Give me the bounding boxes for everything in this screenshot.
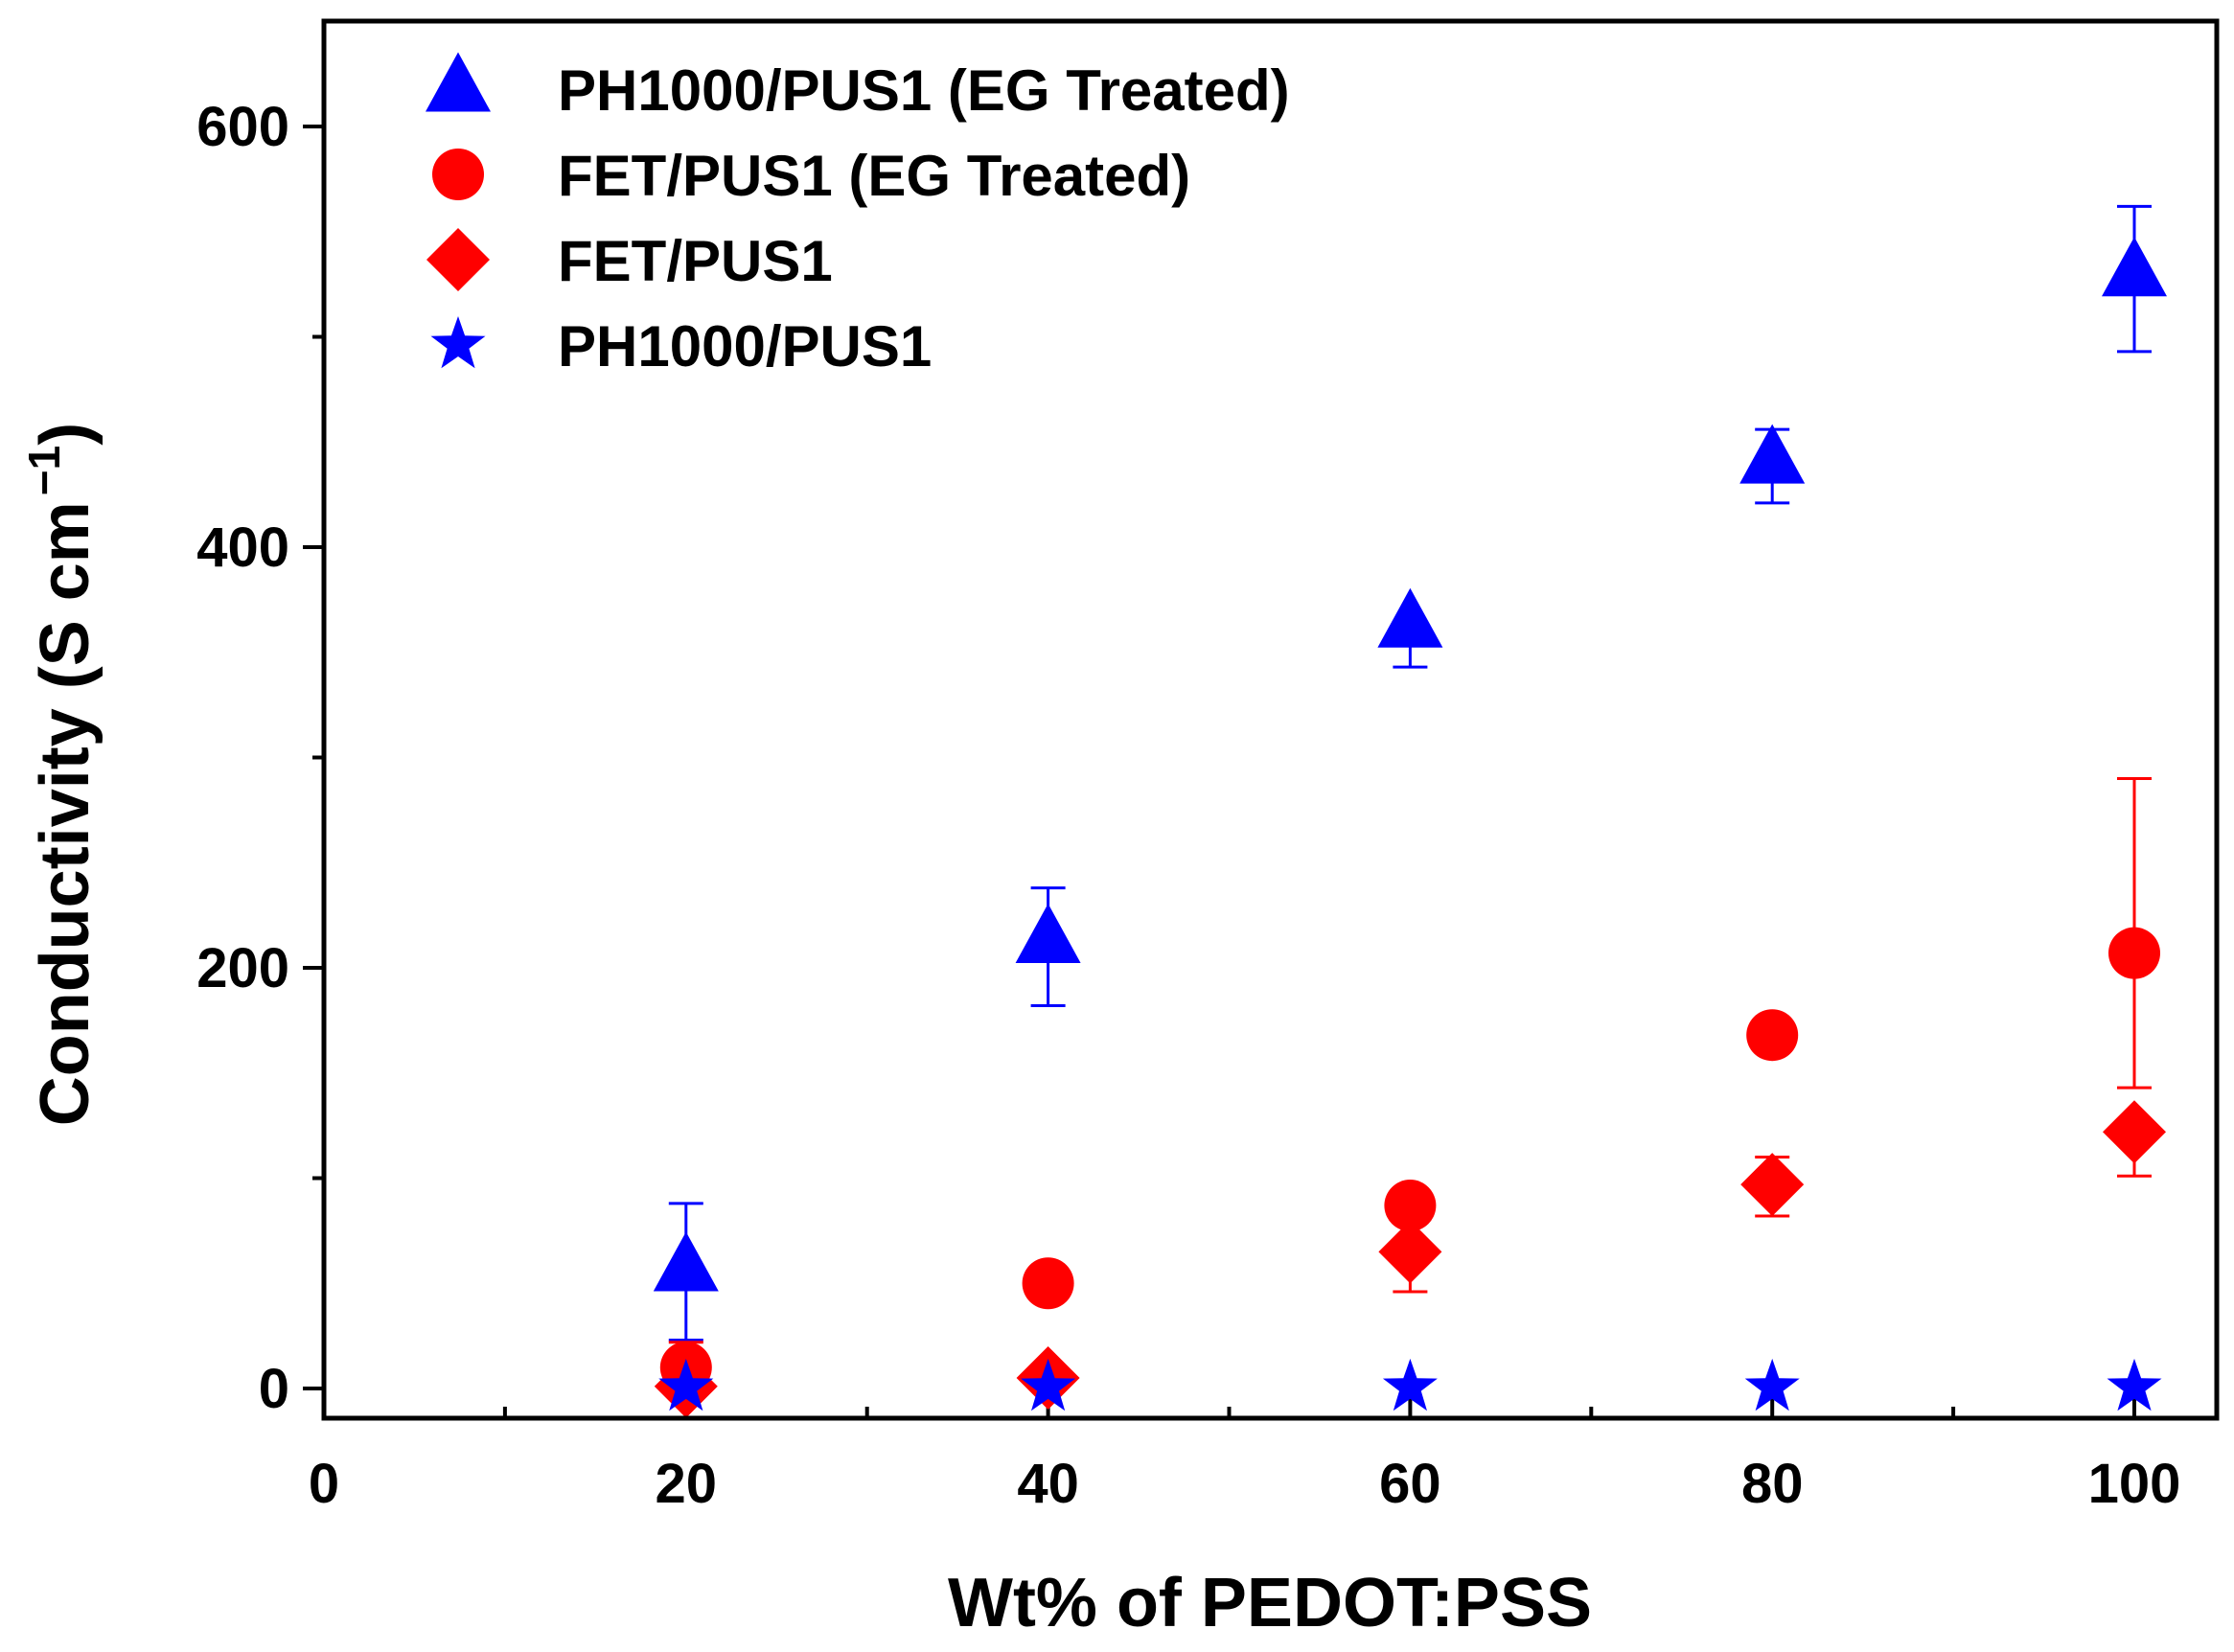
legend: PH1000/PUS1 (EG Treated) FET/PUS1 (EG Tre… bbox=[426, 52, 1290, 379]
tick-labels: 0 20 40 60 80 100 0 200 400 600 bbox=[196, 96, 2180, 1515]
y-tick-label: 400 bbox=[196, 516, 289, 579]
point-ph1000-pus1-eg-treated bbox=[2102, 237, 2167, 297]
point-fet-pus1-eg-treated bbox=[2108, 927, 2160, 979]
minor-ticks bbox=[312, 334, 1956, 1418]
legend-marker-ph1000-pus1-eg-treated bbox=[426, 52, 491, 112]
point-fet-pus1 bbox=[2103, 1100, 2166, 1164]
point-fet-pus1 bbox=[1378, 1220, 1442, 1284]
x-tick-label: 80 bbox=[1741, 1453, 1804, 1515]
y-tick-label: 600 bbox=[196, 96, 289, 158]
legend-marker-fet-pus1-eg-treated bbox=[432, 149, 484, 200]
point-ph1000-pus1 bbox=[2107, 1358, 2162, 1411]
legend-label-ph1000-pus1-eg-treated: PH1000/PUS1 (EG Treated) bbox=[558, 58, 1290, 123]
point-fet-pus1-eg-treated bbox=[1384, 1180, 1437, 1232]
y-axis-title-superscript: −1 bbox=[19, 446, 69, 495]
point-ph1000-pus1 bbox=[658, 1358, 714, 1411]
x-tick-label: 20 bbox=[656, 1453, 718, 1515]
plot-frame bbox=[321, 18, 2220, 1421]
x-tick-label: 60 bbox=[1379, 1453, 1441, 1515]
legend-marker-ph1000-pus1 bbox=[430, 316, 486, 369]
y-tick-label: 200 bbox=[196, 937, 289, 999]
legend-label-fet-pus1: FET/PUS1 bbox=[558, 229, 833, 293]
x-tick-label: 100 bbox=[2088, 1453, 2181, 1515]
legend-marker-fet-pus1 bbox=[426, 228, 490, 291]
point-ph1000-pus1-eg-treated bbox=[1015, 904, 1081, 964]
point-ph1000-pus1 bbox=[1744, 1358, 1800, 1411]
point-ph1000-pus1 bbox=[1021, 1358, 1076, 1411]
legend-label-fet-pus1-eg-treated: FET/PUS1 (EG Treated) bbox=[558, 144, 1190, 208]
point-ph1000-pus1-eg-treated bbox=[653, 1231, 719, 1292]
legend-label-ph1000-pus1: PH1000/PUS1 bbox=[558, 314, 932, 379]
point-ph1000-pus1-eg-treated bbox=[1739, 424, 1806, 484]
point-ph1000-pus1-eg-treated bbox=[1377, 587, 1443, 648]
y-tick-label: 0 bbox=[259, 1358, 289, 1420]
y-axis-title-main: Conductivity (S cm bbox=[27, 501, 104, 1126]
point-fet-pus1-eg-treated bbox=[1746, 1009, 1799, 1062]
point-fet-pus1-eg-treated bbox=[1022, 1257, 1074, 1310]
x-tick-label: 0 bbox=[309, 1453, 339, 1515]
point-fet-pus1 bbox=[1740, 1153, 1805, 1217]
x-axis-title: Wt% of PEDOT:PSS bbox=[948, 1565, 1592, 1641]
data-markers bbox=[653, 237, 2167, 1418]
x-tick-label: 40 bbox=[1017, 1453, 1079, 1515]
y-axis-title: Conductivity (S cm −1) bbox=[19, 423, 104, 1127]
y-axis-title-close: ) bbox=[27, 423, 104, 446]
point-ph1000-pus1 bbox=[1382, 1358, 1438, 1411]
